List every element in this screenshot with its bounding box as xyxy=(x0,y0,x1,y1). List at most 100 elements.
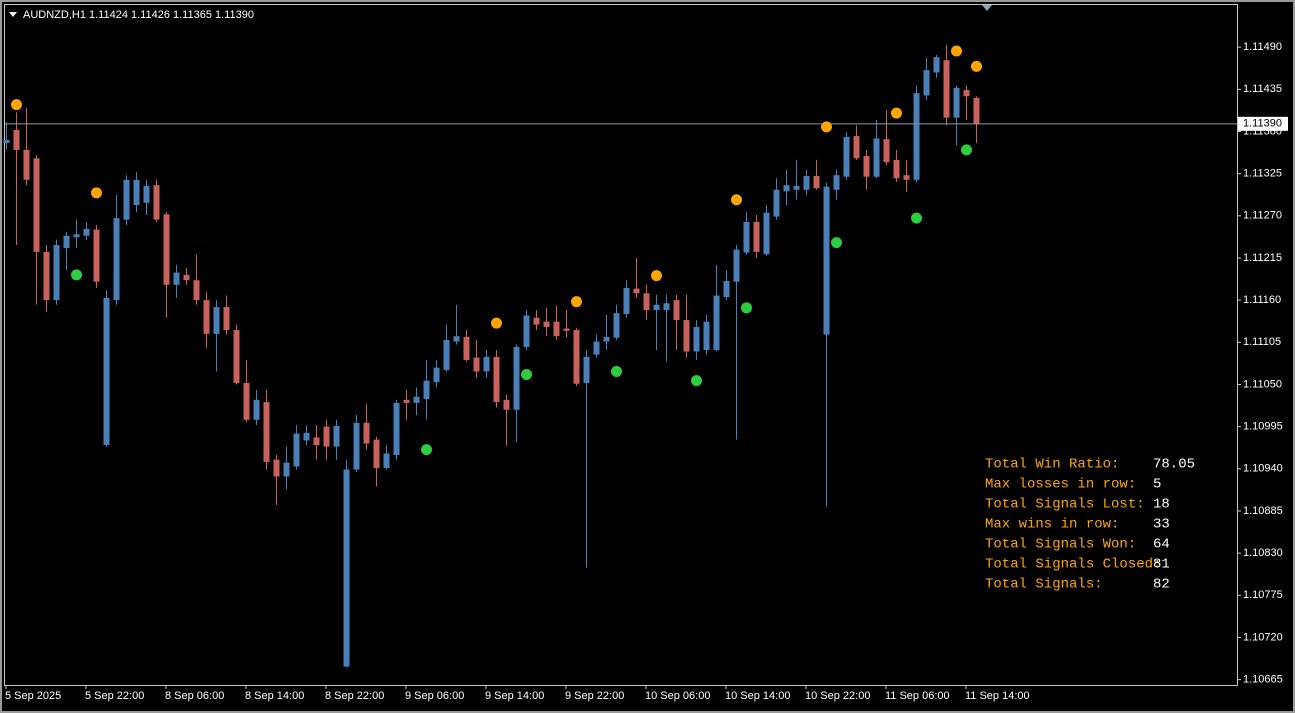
x-tick-label: 5 Sep 2025 xyxy=(5,690,61,702)
candle-body xyxy=(193,280,200,301)
signal-dot xyxy=(691,375,702,387)
candle-body xyxy=(873,138,880,177)
candle-body xyxy=(543,321,550,327)
candle-body xyxy=(573,330,580,384)
candle-body xyxy=(673,300,680,321)
x-tick-label: 10 Sep 06:00 xyxy=(645,690,710,702)
stat-value: 64 xyxy=(1153,537,1170,553)
candle-body xyxy=(853,136,860,159)
candle-body xyxy=(823,186,830,335)
candle-body xyxy=(933,57,940,73)
candle-body xyxy=(603,336,610,342)
candle-body xyxy=(703,321,710,350)
candle-body xyxy=(343,469,350,667)
price-label: 1.11390 xyxy=(1243,118,1282,130)
stat-value: 18 xyxy=(1153,497,1170,513)
candle-body xyxy=(473,357,480,372)
candle-body xyxy=(423,380,430,400)
signal-dot xyxy=(911,212,922,224)
signal-dot xyxy=(521,369,532,381)
candle-body xyxy=(483,356,490,372)
candle-body xyxy=(523,315,530,347)
signal-dot xyxy=(891,107,902,119)
candle-body xyxy=(863,156,870,177)
y-tick-label: 1.11270 xyxy=(1243,210,1282,222)
symbol-header: AUDNZD,H1 1.11424 1.11426 1.11365 1.1139… xyxy=(23,9,254,21)
candle-body xyxy=(593,341,600,355)
candle-body xyxy=(813,175,820,189)
candle-body xyxy=(563,328,570,331)
x-tick-label: 11 Sep 14:00 xyxy=(965,690,1030,702)
x-tick-label: 5 Sep 22:00 xyxy=(85,690,144,702)
candle-body xyxy=(93,229,100,282)
stat-label: Total Win Ratio: xyxy=(985,457,1119,473)
stat-value: 81 xyxy=(1153,557,1170,573)
candle-body xyxy=(833,175,840,190)
stat-label: Total Signals Won: xyxy=(985,537,1136,553)
candle-body xyxy=(963,90,970,97)
x-tick-label: 8 Sep 06:00 xyxy=(165,690,224,702)
candle-body xyxy=(63,235,70,249)
y-tick-label: 1.11105 xyxy=(1243,336,1281,348)
candle-body xyxy=(503,399,510,410)
menu-triangle[interactable] xyxy=(9,12,17,17)
candle-body xyxy=(953,87,960,118)
candle-body xyxy=(893,159,900,179)
signal-dot xyxy=(491,317,502,329)
y-tick-label: 1.10830 xyxy=(1243,547,1283,559)
signal-dot xyxy=(651,270,662,282)
signal-dot xyxy=(951,45,962,57)
candle-body xyxy=(243,382,250,420)
candle-body xyxy=(923,70,930,96)
candle-body xyxy=(903,175,910,180)
candle-body xyxy=(753,221,760,252)
candle-body xyxy=(253,399,260,420)
candle-body xyxy=(273,459,280,477)
y-tick-label: 1.10995 xyxy=(1243,421,1283,433)
stat-label: Max wins in row: xyxy=(985,517,1119,533)
candle-body xyxy=(333,425,340,447)
x-tick-label: 9 Sep 14:00 xyxy=(485,690,544,702)
candle-body xyxy=(693,326,700,352)
x-tick-label: 9 Sep 06:00 xyxy=(405,690,464,702)
candle-body xyxy=(263,402,270,462)
plot-frame xyxy=(4,4,1238,686)
stat-label: Total Signals Lost: xyxy=(985,497,1145,513)
stat-value: 33 xyxy=(1153,517,1170,533)
candle-body xyxy=(773,189,780,217)
candle-body xyxy=(513,346,520,410)
signal-dot xyxy=(71,269,82,281)
candle-body xyxy=(943,60,950,118)
signal-dot xyxy=(961,144,972,156)
candle-body xyxy=(623,287,630,314)
signal-dot xyxy=(821,121,832,133)
signal-dot xyxy=(831,237,842,249)
candle-body xyxy=(453,336,460,342)
signal-dot xyxy=(571,296,582,308)
y-tick-label: 1.11490 xyxy=(1243,41,1282,53)
candle-body xyxy=(843,136,850,177)
candle-body xyxy=(373,439,380,469)
y-tick-label: 1.10885 xyxy=(1243,505,1283,517)
candle-body xyxy=(213,307,220,334)
x-tick-label: 8 Sep 14:00 xyxy=(245,690,304,702)
candle-body xyxy=(493,356,500,403)
candle-body xyxy=(33,158,40,252)
candle-body xyxy=(713,295,720,350)
stat-label: Total Signals: xyxy=(985,577,1103,593)
candle-body xyxy=(583,356,590,383)
candle-body xyxy=(303,432,310,441)
candle-body xyxy=(553,321,560,337)
candle-body xyxy=(293,433,300,467)
candle-body xyxy=(113,218,120,301)
candle-body xyxy=(13,129,20,150)
candle-body xyxy=(383,453,390,469)
candle-body xyxy=(73,234,80,238)
stat-label: Max losses in row: xyxy=(985,477,1136,493)
candle-body xyxy=(363,422,370,444)
candle-body xyxy=(643,293,650,311)
candle-body xyxy=(163,214,170,285)
candle-body xyxy=(183,274,190,281)
plot: 1.114901.114351.113801.113251.112701.112… xyxy=(3,41,1288,702)
x-tick-label: 9 Sep 22:00 xyxy=(565,690,624,702)
